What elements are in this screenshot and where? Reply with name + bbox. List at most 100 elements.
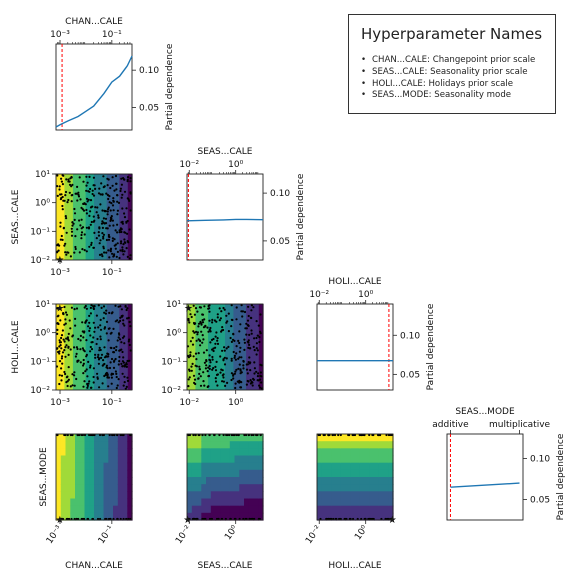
contour-cell bbox=[388, 512, 394, 521]
contour-cell bbox=[56, 462, 62, 471]
contour-cell bbox=[225, 469, 231, 478]
sample-point bbox=[337, 433, 340, 437]
contour-cell bbox=[374, 441, 380, 449]
sample-point bbox=[117, 363, 120, 366]
sample-point bbox=[129, 325, 132, 328]
contour-cell bbox=[127, 455, 133, 464]
contour-cell bbox=[331, 441, 337, 449]
sample-point bbox=[219, 355, 222, 358]
contour-cell bbox=[201, 455, 207, 464]
sample-point bbox=[196, 333, 199, 336]
sample-point bbox=[57, 243, 60, 246]
contour-cell bbox=[336, 434, 342, 442]
contour-cell bbox=[65, 491, 71, 500]
contour-band bbox=[68, 304, 74, 390]
contour-cell bbox=[122, 455, 128, 464]
contour-cell bbox=[253, 469, 259, 478]
contour-cell bbox=[378, 477, 385, 485]
sample-point bbox=[114, 357, 117, 361]
sample-point bbox=[69, 327, 72, 330]
contour-cell bbox=[234, 498, 240, 507]
sample-point bbox=[108, 224, 111, 227]
sample-point bbox=[78, 251, 81, 254]
legend-item: SEAS...MODE: Seasonality mode bbox=[361, 90, 535, 102]
sample-point bbox=[80, 227, 83, 230]
contour-cell bbox=[127, 484, 133, 492]
sample-point bbox=[97, 216, 100, 219]
contour-cell bbox=[225, 498, 231, 507]
contour-band bbox=[77, 174, 82, 260]
contour-cell bbox=[258, 448, 264, 457]
contour-cell bbox=[108, 491, 114, 500]
sample-point bbox=[233, 433, 236, 437]
sample-point bbox=[101, 433, 104, 437]
contour-cell bbox=[122, 477, 128, 485]
sample-point bbox=[61, 329, 64, 332]
sample-point bbox=[61, 195, 64, 199]
sample-point bbox=[223, 356, 226, 359]
sample-point bbox=[61, 183, 64, 186]
sample-point bbox=[230, 357, 233, 360]
contour-cell bbox=[84, 491, 90, 500]
contour-cell bbox=[103, 477, 109, 485]
sample-point bbox=[105, 192, 108, 195]
contour-cell bbox=[103, 505, 109, 514]
sample-point bbox=[322, 433, 325, 437]
sample-point bbox=[189, 340, 192, 343]
contour-cell bbox=[355, 434, 361, 442]
sample-point bbox=[259, 378, 262, 381]
contour-cell bbox=[127, 441, 133, 449]
contour-cell bbox=[258, 505, 264, 514]
sample-point bbox=[205, 360, 208, 363]
sample-point bbox=[123, 231, 126, 234]
sample-point bbox=[203, 361, 206, 364]
contour-cell bbox=[220, 441, 226, 449]
contour-cell bbox=[355, 484, 361, 492]
sample-point bbox=[102, 317, 105, 320]
sample-point bbox=[73, 374, 76, 377]
sample-point bbox=[106, 177, 109, 180]
sample-point bbox=[122, 356, 125, 359]
sample-point bbox=[92, 375, 95, 379]
y-axis-label: SEAS...CALE bbox=[11, 189, 21, 244]
sample-point bbox=[235, 345, 238, 348]
sample-point bbox=[120, 177, 123, 180]
y-tick-label: 10¹ bbox=[35, 300, 50, 310]
sample-point bbox=[103, 311, 106, 314]
contour-cell bbox=[65, 434, 71, 442]
sample-point bbox=[216, 384, 219, 387]
sample-point bbox=[80, 433, 83, 437]
contour-cell bbox=[113, 462, 119, 471]
sample-point bbox=[208, 319, 211, 322]
sample-point bbox=[76, 228, 79, 231]
y-axis-label: Partial dependence bbox=[296, 173, 306, 260]
sample-point bbox=[99, 193, 102, 196]
sample-point bbox=[107, 376, 110, 379]
x-axis-label: HOLI...CALE bbox=[328, 561, 382, 571]
sample-point bbox=[218, 307, 221, 310]
sample-point bbox=[118, 231, 121, 234]
contour-cell bbox=[359, 462, 366, 471]
sample-point bbox=[194, 352, 198, 355]
sample-point bbox=[107, 206, 110, 209]
sample-point bbox=[119, 228, 122, 231]
contour-cell bbox=[60, 491, 67, 500]
sample-point bbox=[114, 304, 117, 307]
sample-point bbox=[223, 308, 226, 311]
contour-band bbox=[191, 304, 196, 390]
contour-cell bbox=[258, 477, 264, 485]
sample-point bbox=[111, 219, 114, 222]
contour-cell bbox=[117, 441, 124, 449]
sample-point bbox=[211, 358, 214, 361]
sample-point bbox=[102, 245, 105, 248]
contour-cell bbox=[122, 434, 128, 442]
sample-point bbox=[245, 368, 249, 371]
sample-point bbox=[203, 384, 206, 387]
contour-cell bbox=[383, 441, 389, 449]
sample-point bbox=[85, 250, 88, 253]
sample-point bbox=[255, 347, 258, 350]
legend-item: CHAN...CALE: Changepoint prior scale bbox=[361, 55, 535, 67]
sample-point bbox=[118, 360, 121, 363]
